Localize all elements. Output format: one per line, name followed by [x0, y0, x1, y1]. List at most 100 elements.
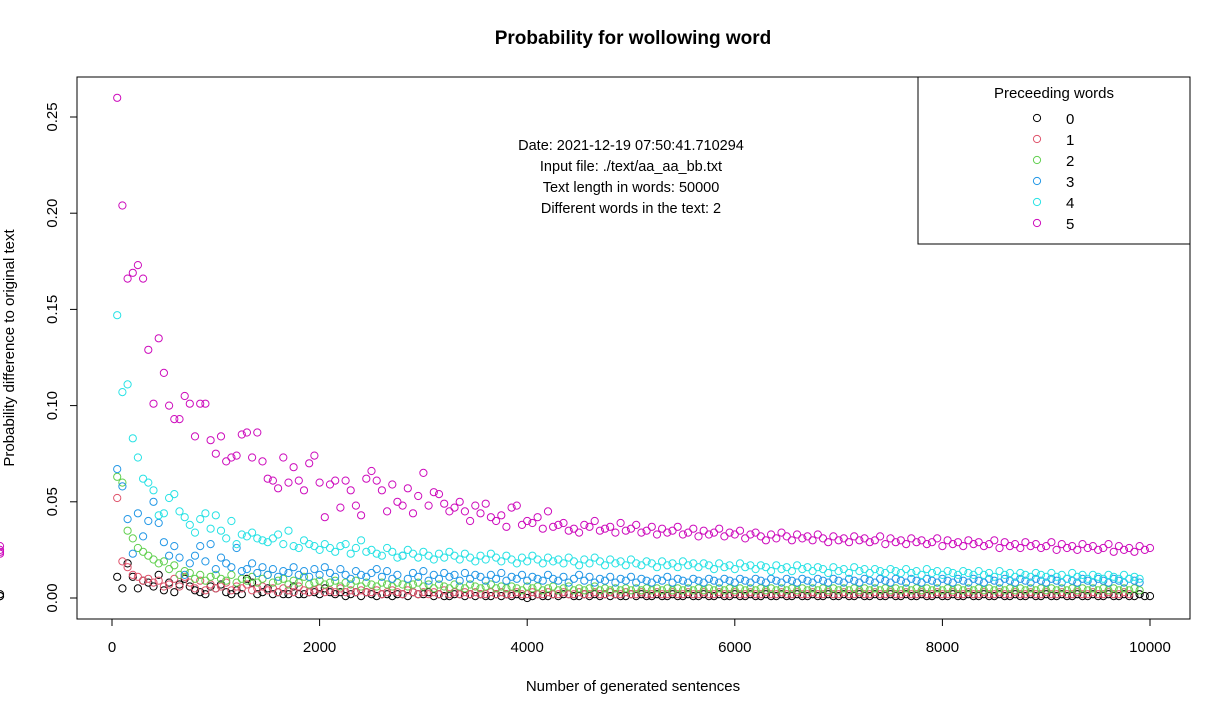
data-point [870, 578, 880, 587]
data-point [595, 574, 605, 583]
data-point [206, 580, 215, 589]
data-point [481, 555, 490, 564]
data-point [0, 592, 5, 601]
data-point [512, 501, 521, 510]
data-point [964, 568, 973, 578]
data-point [881, 540, 890, 549]
data-point [1130, 584, 1139, 593]
data-point [206, 436, 215, 445]
data-point [559, 584, 568, 593]
data-point [772, 534, 781, 543]
data-point [185, 520, 194, 530]
data-point [196, 576, 205, 585]
data-point [133, 572, 142, 581]
data-point [611, 578, 620, 587]
data-point [580, 555, 589, 564]
data-point [502, 576, 511, 585]
data-point [284, 586, 293, 595]
data-point [341, 588, 350, 597]
data-point [383, 543, 392, 553]
data-point [1031, 574, 1040, 583]
data-point [543, 570, 553, 580]
data-point [315, 584, 324, 593]
data-point [346, 574, 355, 583]
data-point [320, 513, 329, 522]
data-point [175, 553, 184, 562]
data-point [320, 563, 329, 572]
data-point [414, 491, 423, 501]
data-point [684, 528, 693, 537]
data-point [299, 567, 309, 576]
data-point [611, 584, 620, 593]
data-point [585, 572, 594, 581]
data-point [253, 428, 262, 437]
data-point [824, 586, 833, 595]
data-point [876, 567, 885, 576]
data-point [190, 574, 200, 583]
data-point [414, 553, 423, 562]
data-point [839, 590, 848, 599]
data-point [357, 582, 366, 591]
data-point [938, 590, 947, 599]
data-point [466, 574, 475, 583]
data-point [492, 584, 501, 593]
data-point [699, 526, 708, 535]
data-point [414, 590, 423, 599]
data-point [948, 590, 957, 599]
data-point [403, 582, 412, 591]
data-point [927, 586, 937, 595]
data-point [497, 557, 506, 566]
data-point [242, 576, 251, 585]
data-point [497, 511, 506, 520]
data-point [1000, 570, 1009, 580]
data-point [123, 274, 132, 283]
data-point [1057, 590, 1066, 599]
data-point [1068, 568, 1077, 578]
data-point [632, 559, 641, 568]
data-point [455, 555, 464, 564]
data-point [933, 534, 942, 543]
chart-annotation: Date: 2021-12-19 07:50:41.710294 Input f… [518, 138, 744, 217]
data-point [1057, 570, 1066, 580]
data-point [694, 532, 703, 541]
data-point [907, 534, 916, 543]
data-point [492, 516, 501, 526]
data-point [933, 584, 942, 593]
data-point [492, 574, 501, 583]
data-point [201, 509, 210, 518]
data-point [995, 590, 1004, 599]
data-point [1005, 542, 1015, 551]
data-point [756, 584, 765, 593]
data-point [377, 551, 386, 560]
data-point [144, 574, 153, 583]
data-point [336, 565, 345, 574]
data-point [507, 555, 516, 564]
data-point [331, 576, 340, 585]
data-point [523, 593, 532, 603]
data-point [834, 536, 843, 545]
data-point [543, 584, 553, 593]
data-point [647, 559, 656, 568]
data-point [1011, 578, 1020, 587]
data-point [590, 553, 599, 562]
data-point [128, 549, 137, 558]
data-point [689, 590, 698, 599]
legend-entry-4: 4 [1032, 195, 1074, 212]
data-point [372, 476, 381, 485]
data-point [253, 578, 262, 587]
data-point [455, 582, 464, 591]
data-point [715, 524, 724, 533]
data-point [185, 582, 194, 591]
data-point [434, 580, 444, 589]
data-point [621, 576, 630, 585]
data-point [870, 588, 880, 597]
data-point [964, 590, 973, 599]
data-point [341, 570, 350, 580]
data-point [543, 588, 553, 597]
data-point [1094, 572, 1103, 581]
data-point [289, 588, 298, 597]
data-point [606, 555, 615, 564]
data-point [860, 565, 869, 574]
annotation-input-file: Input file: ./text/aa_aa_bb.txt [540, 159, 722, 175]
data-point [684, 588, 693, 597]
